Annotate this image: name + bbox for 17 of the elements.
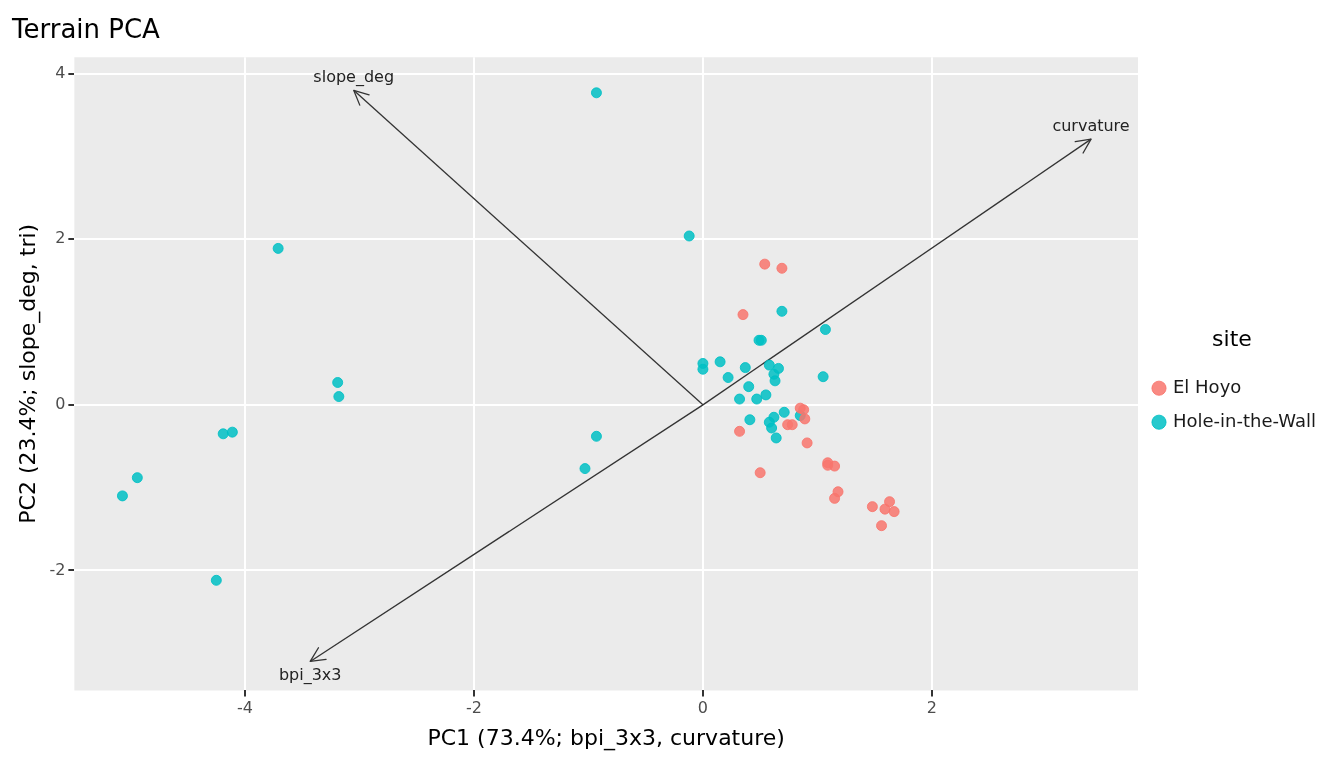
legend-title: site [1212,325,1252,351]
series-label: slope_deg [313,67,395,88]
x-tick-label: 0 [697,698,709,718]
y-axis-title: PC2 (23.4%; slope_deg, tri) [14,223,41,524]
series-label: bpi_3x3 [278,664,342,685]
legend-label: Hole-in-the-Wall [1172,409,1317,431]
y-tick-label: 0 [55,394,66,413]
legend-label: El Hoyo [1172,375,1242,397]
y-tick-label: 2 [55,228,66,248]
y-tick-label: -2 [49,559,66,579]
x-tick-label: -2 [465,698,482,718]
x-axis-title: PC1 (73.4%; bpi_3x3, curvature) [427,724,785,751]
y-tick-label: 4 [55,62,66,82]
x-tick-label: 2 [926,698,937,718]
chart-title: Terrain PCA [11,14,161,45]
series-label: curvature [1052,116,1130,136]
x-tick-label: -4 [236,698,253,718]
